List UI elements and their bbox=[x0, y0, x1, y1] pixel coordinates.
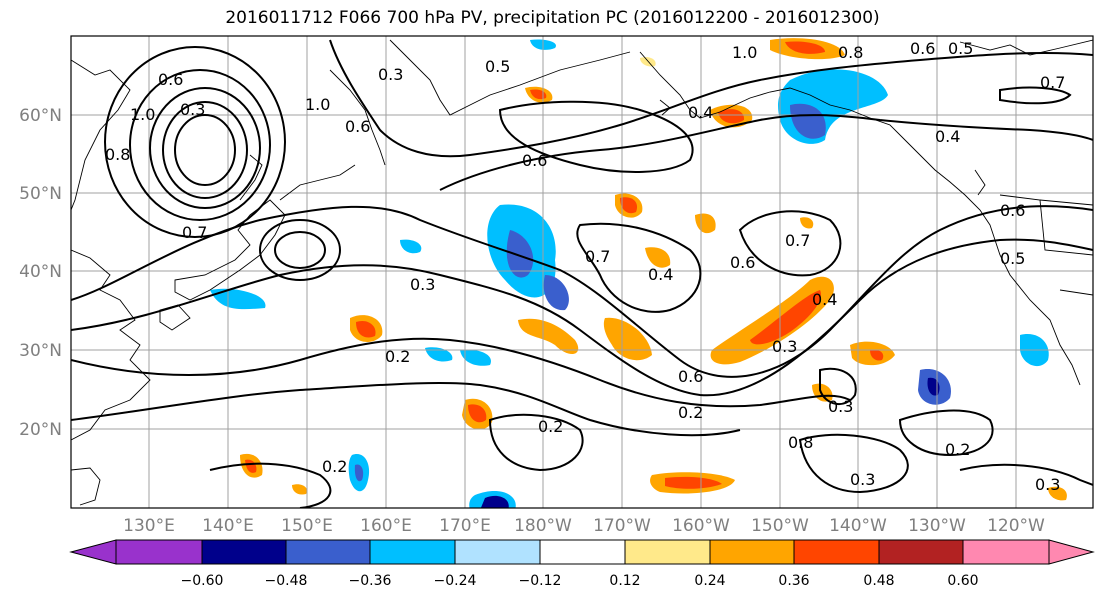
contour-label: 0.5 bbox=[1000, 249, 1025, 268]
contour-label: 0.7 bbox=[785, 231, 810, 250]
contour-label: 0.7 bbox=[585, 247, 610, 266]
contour-label: 0.3 bbox=[1035, 475, 1060, 494]
colorbar-tick: 0.36 bbox=[778, 573, 809, 589]
contour-label: 0.8 bbox=[788, 433, 813, 452]
colorbar-tick: 0.24 bbox=[694, 573, 725, 589]
pv-contours bbox=[71, 39, 1093, 508]
colorbar-tick: −0.36 bbox=[349, 573, 392, 589]
lon-label: 180°W bbox=[514, 516, 572, 536]
lat-label: 20°N bbox=[19, 420, 62, 440]
precip-shading bbox=[210, 38, 1067, 508]
contour-label: 0.6 bbox=[522, 151, 547, 170]
lon-labels: 130°E 140°E 150°E 160°E 170°E 180°W 170°… bbox=[123, 516, 1045, 536]
contour-label: 0.4 bbox=[935, 127, 960, 146]
lon-label: 130°E bbox=[123, 516, 175, 536]
contour-label: 0.2 bbox=[538, 417, 563, 436]
colorbar-tick: −0.12 bbox=[519, 573, 562, 589]
colorbar-tick: −0.48 bbox=[265, 573, 308, 589]
contour-label: 0.3 bbox=[850, 470, 875, 489]
contour-label: 0.7 bbox=[1040, 73, 1065, 92]
lat-label: 30°N bbox=[19, 341, 62, 361]
lon-label: 150°W bbox=[751, 516, 809, 536]
contour-label: 0.6 bbox=[158, 70, 183, 89]
lon-label: 160°W bbox=[672, 516, 730, 536]
contour-label: 0.3 bbox=[378, 65, 403, 84]
colorbar-tick: 0.60 bbox=[947, 573, 978, 589]
contour-label: 0.3 bbox=[828, 397, 853, 416]
colorbar-tick: −0.60 bbox=[181, 573, 224, 589]
map-frame bbox=[70, 35, 1094, 509]
contour-label: 1.0 bbox=[732, 43, 757, 62]
lon-label: 130°W bbox=[908, 516, 966, 536]
contour-label: 0.2 bbox=[678, 403, 703, 422]
lat-label: 40°N bbox=[19, 262, 62, 282]
contour-label: 0.4 bbox=[688, 103, 713, 122]
lon-label: 120°W bbox=[987, 516, 1045, 536]
map-title: 2016011712 F066 700 hPa PV, precipitatio… bbox=[225, 8, 880, 28]
contour-label: 0.8 bbox=[838, 43, 863, 62]
contour-label: 0.3 bbox=[180, 100, 205, 119]
lat-label: 50°N bbox=[19, 184, 62, 204]
lon-label: 160°E bbox=[360, 516, 412, 536]
contour-label: 0.6 bbox=[345, 117, 370, 136]
colorbar-tick: −0.24 bbox=[434, 573, 477, 589]
contour-label: 0.2 bbox=[322, 457, 347, 476]
contour-label: 1.0 bbox=[305, 95, 330, 114]
contour-label: 0.6 bbox=[730, 253, 755, 272]
colorbar-tick: 0.48 bbox=[863, 573, 894, 589]
contour-label: 0.2 bbox=[945, 440, 970, 459]
colorbar-tick: 0.12 bbox=[609, 573, 640, 589]
contour-label: 0.6 bbox=[1000, 201, 1025, 220]
contour-label: 0.3 bbox=[410, 275, 435, 294]
lon-label: 170°W bbox=[593, 516, 651, 536]
colorbar: −0.60 −0.48 −0.36 −0.24 −0.12 0.12 0.24 … bbox=[69, 539, 1095, 589]
contour-label: 0.8 bbox=[105, 145, 130, 164]
lat-labels: 60°N 50°N 40°N 30°N 20°N bbox=[19, 106, 62, 440]
lon-label: 170°E bbox=[439, 516, 491, 536]
lon-label: 140°W bbox=[829, 516, 887, 536]
map-panel: 0.6 0.3 1.0 0.8 0.7 0.3 0.5 1.0 0.6 1.0 … bbox=[71, 36, 1093, 508]
lon-label: 150°E bbox=[281, 516, 333, 536]
contour-label: 0.6 bbox=[910, 39, 935, 58]
contour-label: 0.4 bbox=[648, 265, 673, 284]
contour-label: 0.3 bbox=[772, 337, 797, 356]
contour-label: 0.7 bbox=[182, 223, 207, 242]
lon-label: 140°E bbox=[202, 516, 254, 536]
contour-label: 0.5 bbox=[948, 39, 973, 58]
contour-label: 0.5 bbox=[485, 57, 510, 76]
contour-label: 0.6 bbox=[678, 367, 703, 386]
contour-label: 0.2 bbox=[385, 347, 410, 366]
contour-labels: 0.6 0.3 1.0 0.8 0.7 0.3 0.5 1.0 0.6 1.0 … bbox=[105, 39, 1065, 494]
contour-label: 0.4 bbox=[812, 290, 837, 309]
lat-label: 60°N bbox=[19, 106, 62, 126]
contour-label: 1.0 bbox=[130, 105, 155, 124]
